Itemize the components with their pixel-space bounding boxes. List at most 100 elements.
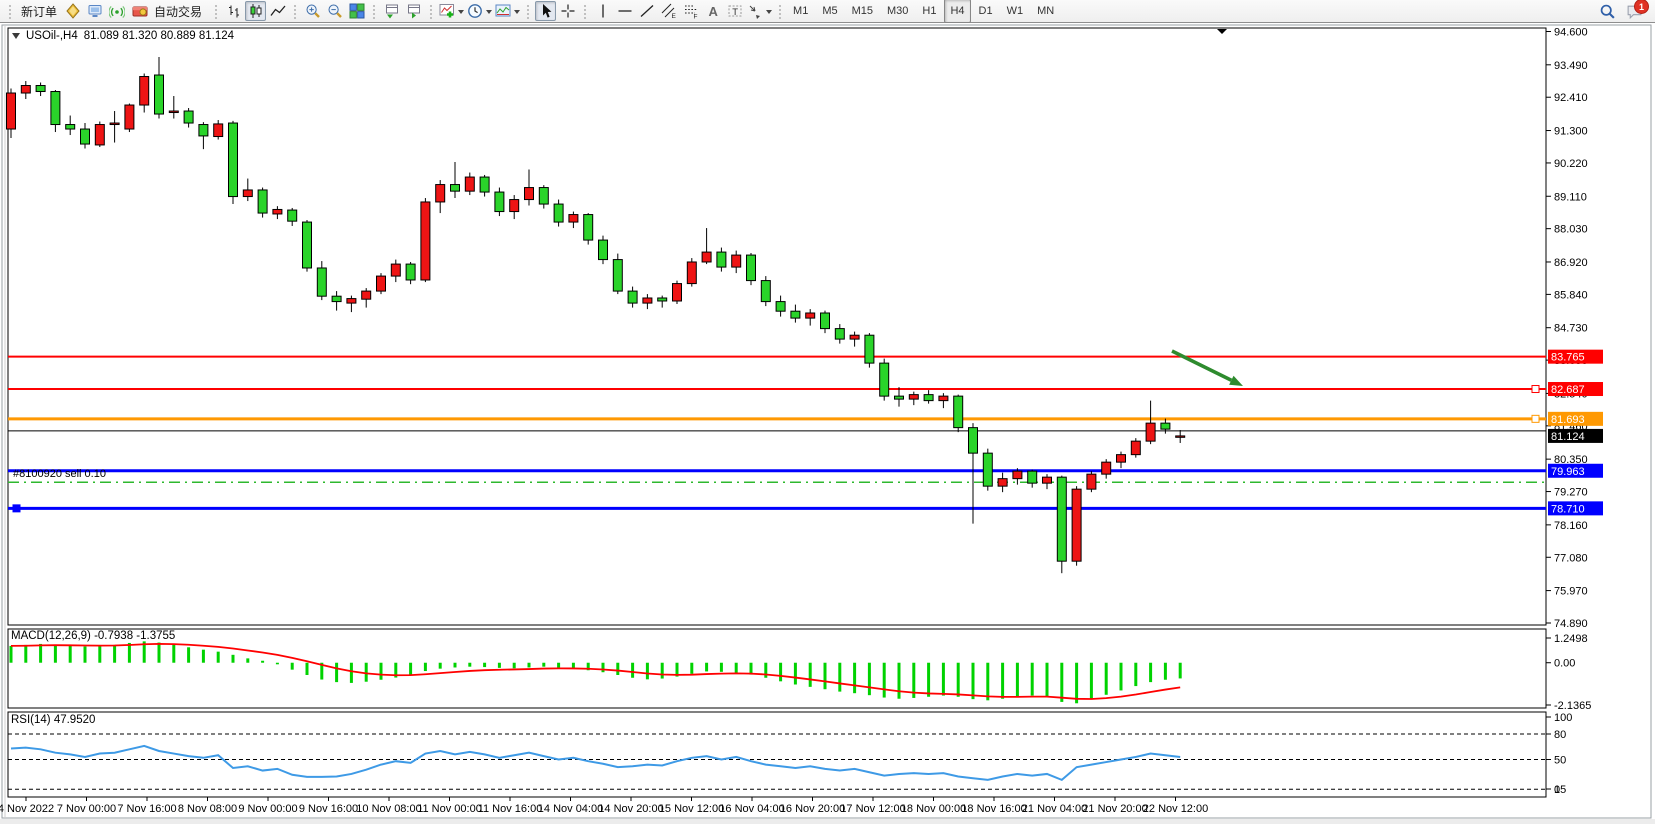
svg-text:7 Nov 16:00: 7 Nov 16:00 — [117, 803, 176, 815]
line-chart-mode-button[interactable] — [267, 1, 288, 21]
toolbar-gripper[interactable] — [526, 3, 531, 19]
auto-trading-label: 自动交易 — [154, 4, 203, 19]
trendline-icon — [640, 5, 653, 17]
svg-text:4 Nov 2022: 4 Nov 2022 — [0, 803, 54, 815]
text-label-tool-button[interactable]: T — [724, 1, 745, 21]
timeframe-button-m1[interactable]: M1 — [793, 5, 809, 17]
zoom-in-icon — [306, 4, 320, 18]
tile-windows-icon — [349, 3, 365, 19]
toolbar-gripper[interactable] — [778, 3, 783, 19]
toolbar-gripper[interactable] — [214, 3, 219, 19]
bar-chart-mode-button[interactable] — [223, 1, 244, 21]
one-click-trading-arrow-icon[interactable] — [12, 33, 20, 43]
chat-badge: 1 — [1634, 0, 1649, 14]
toolbar-gripper[interactable] — [583, 3, 588, 19]
svg-text:0.00: 0.00 — [1554, 658, 1575, 670]
new-order-icon-button[interactable] — [62, 1, 83, 21]
macd-indicator-label: MACD(12,26,9) -0.7938 -1.3755 — [11, 630, 176, 642]
svg-text:E: E — [671, 13, 676, 19]
timeframe-button-m30[interactable]: M30 — [887, 5, 909, 17]
shapes-icon — [749, 5, 761, 19]
dropdown-arrow-icon — [514, 9, 521, 17]
svg-text:8 Nov 08:00: 8 Nov 08:00 — [178, 803, 237, 815]
time-axis[interactable]: 4 Nov 2022 7 Nov 00:00 7 Nov 16:00 8 Nov 08… — [0, 797, 1208, 815]
svg-text:10 Nov 08:00: 10 Nov 08:00 — [356, 803, 421, 815]
horizontal-line-icon — [618, 10, 632, 12]
tile-windows-button[interactable] — [346, 1, 367, 21]
template-icon — [495, 4, 511, 17]
macd-signal-line — [10, 643, 1181, 700]
toolbar-gripper[interactable] — [8, 3, 12, 19]
macd-panel: 1.2498 0.00 -2.1365 — [9, 633, 1591, 712]
arrows-tool-button[interactable] — [746, 1, 773, 21]
new-order-button[interactable]: 新订单 — [21, 4, 58, 19]
timeframe-button-h4[interactable]: H4 — [944, 0, 971, 23]
terminal-button[interactable] — [84, 1, 105, 21]
line-chart-icon — [270, 5, 286, 16]
rsi-line — [10, 744, 1181, 782]
hline-price-tag: 81.693 — [1548, 411, 1603, 426]
auto-arrange-button[interactable] — [381, 1, 402, 21]
svg-text:14 Nov 04:00: 14 Nov 04:00 — [538, 803, 603, 815]
auto-trading-icon — [132, 6, 148, 17]
timeframe-button-m15[interactable]: M15 — [851, 5, 873, 17]
bid-price-tag: 81.124 — [1548, 428, 1603, 443]
dropdown-arrow-icon — [766, 9, 773, 17]
svg-text:100: 100 — [1554, 712, 1572, 724]
toolbar-gripper[interactable] — [293, 3, 298, 19]
candlestick-mode-button[interactable] — [245, 1, 267, 21]
text-tool-button[interactable]: A — [702, 1, 723, 21]
ohlc-values-label: 81.089 81.320 80.889 81.124 — [83, 29, 235, 42]
svg-text:86.920: 86.920 — [1554, 257, 1588, 269]
search-button[interactable] — [1597, 1, 1618, 21]
search-icon — [1600, 4, 1615, 19]
gold-diamond-icon — [65, 3, 80, 19]
svg-text:15 Nov 12:00: 15 Nov 12:00 — [659, 803, 724, 815]
svg-text:11 Nov 16:00: 11 Nov 16:00 — [478, 803, 543, 815]
toolbar: 新订单 — [0, 0, 1655, 23]
zoom-out-button[interactable] — [324, 1, 345, 21]
horizontal-lines[interactable] — [8, 355, 1546, 513]
svg-text:50: 50 — [1554, 755, 1566, 767]
timeframe-button-h1[interactable]: H1 — [922, 5, 937, 17]
periods-button[interactable] — [466, 1, 493, 21]
hline-price-tag: 79.963 — [1548, 463, 1603, 478]
timeframe-group: M1 M5 M15 M30 H1 H4 D1 W1 MN — [787, 0, 1060, 23]
svg-text:A: A — [708, 4, 718, 19]
rsi-panel: 100 80 50 150 — [8, 712, 1572, 796]
vertical-line-tool-button[interactable] — [592, 1, 613, 21]
horizontal-line-tool-button[interactable] — [614, 1, 635, 21]
zoom-in-button[interactable] — [302, 1, 323, 21]
auto-trading-button[interactable]: 自动交易 — [128, 1, 209, 21]
svg-text:16 Nov 20:00: 16 Nov 20:00 — [780, 803, 845, 815]
svg-text:-2.1365: -2.1365 — [1554, 700, 1591, 712]
text-a-icon: A — [708, 4, 718, 19]
annotation-arrow[interactable] — [1171, 349, 1243, 386]
fibonacci-tool-button[interactable]: F — [680, 1, 701, 21]
news-signal-button[interactable] — [106, 1, 127, 21]
templates-button[interactable] — [494, 1, 521, 21]
toolbar-gripper[interactable] — [372, 3, 377, 19]
timeframe-button-d1[interactable]: D1 — [978, 5, 993, 17]
trendline-tool-button[interactable] — [636, 1, 657, 21]
chat-button[interactable]: 1 — [1624, 0, 1649, 21]
timeframe-button-mn[interactable]: MN — [1037, 5, 1055, 17]
chart-shift-marker[interactable] — [1217, 29, 1227, 34]
cursor-tool-button[interactable] — [535, 1, 557, 21]
equidistant-channel-tool-button[interactable]: E — [658, 1, 679, 21]
cascade-windows-button[interactable] — [403, 1, 424, 21]
svg-text:80.350: 80.350 — [1554, 454, 1588, 466]
svg-text:18 Nov 00:00: 18 Nov 00:00 — [901, 803, 966, 815]
indicators-button[interactable] — [438, 1, 465, 21]
timeframe-button-m5[interactable]: M5 — [822, 5, 838, 17]
timeframe-button-w1[interactable]: W1 — [1006, 5, 1024, 17]
svg-text:84.730: 84.730 — [1554, 323, 1588, 335]
toolbar-gripper[interactable] — [429, 3, 434, 19]
crosshair-tool-button[interactable] — [557, 1, 578, 21]
svg-text:75.970: 75.970 — [1554, 586, 1588, 598]
svg-text:17 Nov 12:00: 17 Nov 12:00 — [840, 803, 905, 815]
svg-text:18 Nov 16:00: 18 Nov 16:00 — [961, 803, 1026, 815]
auto-arrange-icon — [385, 4, 398, 19]
chart-title-row[interactable]: USOil-,H4 81.089 81.320 80.889 81.124 — [12, 28, 234, 43]
